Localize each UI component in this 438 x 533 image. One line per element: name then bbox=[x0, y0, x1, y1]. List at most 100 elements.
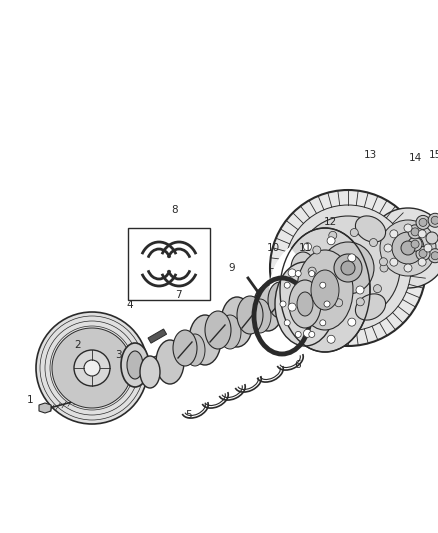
Circle shape bbox=[309, 332, 315, 337]
Circle shape bbox=[320, 282, 326, 288]
Ellipse shape bbox=[156, 340, 184, 384]
Circle shape bbox=[304, 243, 311, 251]
Ellipse shape bbox=[355, 216, 385, 242]
Circle shape bbox=[426, 232, 438, 244]
Ellipse shape bbox=[311, 270, 339, 310]
Circle shape bbox=[384, 244, 392, 252]
Circle shape bbox=[288, 269, 296, 277]
Circle shape bbox=[350, 229, 358, 237]
Circle shape bbox=[270, 190, 426, 346]
Circle shape bbox=[419, 249, 427, 257]
Circle shape bbox=[335, 299, 343, 307]
Ellipse shape bbox=[282, 276, 308, 316]
Polygon shape bbox=[39, 403, 51, 413]
Circle shape bbox=[308, 267, 316, 275]
Circle shape bbox=[341, 261, 355, 275]
Wedge shape bbox=[270, 248, 325, 332]
Circle shape bbox=[36, 312, 148, 424]
Ellipse shape bbox=[280, 228, 370, 352]
Circle shape bbox=[408, 225, 422, 239]
Text: 13: 13 bbox=[364, 150, 377, 160]
Circle shape bbox=[74, 350, 110, 386]
Circle shape bbox=[390, 258, 398, 266]
Circle shape bbox=[380, 264, 388, 272]
Circle shape bbox=[374, 285, 381, 293]
Circle shape bbox=[348, 254, 356, 262]
Polygon shape bbox=[152, 286, 305, 378]
Circle shape bbox=[418, 230, 426, 238]
Circle shape bbox=[392, 232, 424, 264]
Ellipse shape bbox=[268, 282, 292, 318]
Circle shape bbox=[404, 264, 412, 272]
Circle shape bbox=[284, 320, 290, 326]
Circle shape bbox=[348, 318, 356, 326]
Circle shape bbox=[284, 282, 290, 288]
Ellipse shape bbox=[249, 299, 271, 333]
Circle shape bbox=[408, 237, 422, 251]
Ellipse shape bbox=[173, 330, 197, 366]
Circle shape bbox=[285, 205, 411, 331]
Circle shape bbox=[404, 224, 412, 232]
Circle shape bbox=[419, 219, 427, 227]
Circle shape bbox=[280, 301, 286, 307]
Ellipse shape bbox=[291, 252, 315, 284]
Ellipse shape bbox=[127, 351, 143, 379]
Text: 1: 1 bbox=[27, 395, 33, 405]
Ellipse shape bbox=[237, 296, 263, 334]
Circle shape bbox=[296, 216, 400, 320]
Circle shape bbox=[370, 239, 378, 247]
Text: 15: 15 bbox=[428, 150, 438, 160]
Circle shape bbox=[418, 258, 426, 266]
Circle shape bbox=[356, 298, 364, 306]
Circle shape bbox=[52, 328, 132, 408]
Ellipse shape bbox=[140, 356, 160, 388]
Circle shape bbox=[411, 240, 419, 248]
Circle shape bbox=[322, 242, 374, 294]
Circle shape bbox=[368, 208, 438, 288]
Circle shape bbox=[304, 329, 311, 337]
Text: 7: 7 bbox=[175, 290, 181, 300]
Circle shape bbox=[327, 237, 335, 245]
Ellipse shape bbox=[219, 315, 241, 349]
Circle shape bbox=[401, 241, 415, 255]
Text: 6: 6 bbox=[295, 360, 301, 370]
Circle shape bbox=[424, 244, 432, 252]
Text: 12: 12 bbox=[323, 217, 337, 227]
Text: 14: 14 bbox=[408, 153, 422, 163]
Text: 8: 8 bbox=[172, 205, 178, 215]
Circle shape bbox=[390, 230, 398, 238]
Circle shape bbox=[320, 320, 326, 326]
Circle shape bbox=[356, 286, 364, 294]
Circle shape bbox=[288, 303, 296, 311]
Text: 5: 5 bbox=[185, 410, 191, 420]
Circle shape bbox=[379, 258, 388, 266]
Circle shape bbox=[380, 220, 436, 276]
Ellipse shape bbox=[278, 288, 298, 318]
Ellipse shape bbox=[185, 334, 205, 366]
Text: 4: 4 bbox=[127, 300, 133, 310]
Circle shape bbox=[295, 271, 301, 277]
Circle shape bbox=[334, 254, 362, 282]
Circle shape bbox=[295, 332, 301, 337]
Ellipse shape bbox=[297, 292, 313, 316]
Ellipse shape bbox=[121, 343, 149, 387]
Text: 3: 3 bbox=[115, 350, 121, 360]
Ellipse shape bbox=[189, 315, 221, 365]
Circle shape bbox=[327, 335, 335, 343]
Circle shape bbox=[411, 228, 419, 236]
Circle shape bbox=[313, 246, 321, 254]
Text: 11: 11 bbox=[298, 243, 311, 253]
Bar bbox=[128, 228, 210, 300]
Ellipse shape bbox=[205, 311, 231, 349]
Circle shape bbox=[428, 213, 438, 227]
Circle shape bbox=[416, 215, 430, 229]
Bar bbox=[148, 329, 166, 343]
Circle shape bbox=[84, 360, 100, 376]
Circle shape bbox=[416, 247, 430, 261]
Ellipse shape bbox=[275, 262, 335, 346]
Ellipse shape bbox=[221, 297, 253, 347]
Circle shape bbox=[431, 252, 438, 260]
Ellipse shape bbox=[355, 294, 385, 320]
Ellipse shape bbox=[253, 285, 283, 331]
Circle shape bbox=[329, 231, 337, 239]
